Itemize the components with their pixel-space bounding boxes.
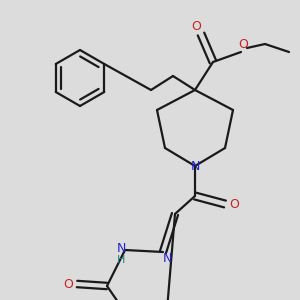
Text: O: O: [191, 20, 201, 32]
Text: O: O: [238, 38, 248, 52]
Text: H: H: [117, 255, 125, 265]
Text: N: N: [162, 251, 172, 265]
Text: N: N: [190, 160, 200, 172]
Text: O: O: [229, 197, 239, 211]
Text: N: N: [116, 242, 126, 254]
Text: O: O: [63, 278, 73, 290]
